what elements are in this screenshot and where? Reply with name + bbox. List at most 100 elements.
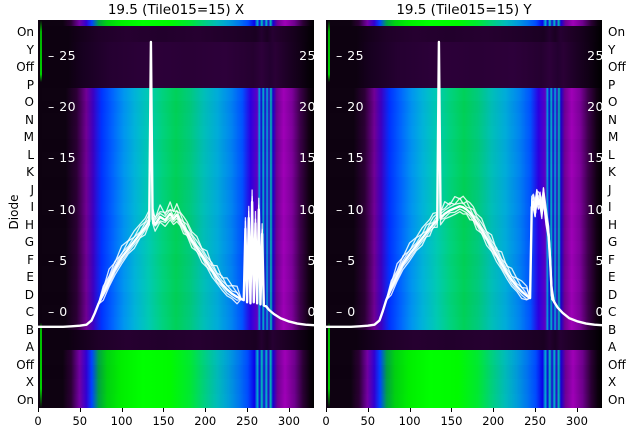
- inner-y-tick-label: – 25: [48, 48, 77, 63]
- x-tick-mark: [493, 408, 495, 412]
- inner-y-tick-label: 0: [307, 304, 314, 319]
- category-tick-label: M: [23, 130, 34, 145]
- inner-y-tick-label: – 0: [48, 304, 68, 319]
- category-tick-label: On: [16, 25, 34, 39]
- x-tick-label: 300: [277, 414, 300, 428]
- trace-line: [38, 42, 314, 327]
- inner-y-tick-label: – 25: [336, 48, 365, 63]
- heatmap-band: [326, 26, 602, 42]
- category-tick-label: B: [25, 322, 34, 337]
- category-tick-label: I: [608, 200, 612, 215]
- x-tick-mark: [535, 408, 537, 412]
- inner-y-tick-label: – 5: [336, 252, 356, 268]
- heatmap-row: [326, 88, 602, 101]
- category-tick-label: H: [24, 217, 34, 232]
- heatmap-band: [326, 42, 602, 88]
- trace-line: [38, 42, 314, 327]
- heatmap-row: [38, 164, 314, 178]
- category-tick-label: H: [608, 217, 618, 232]
- category-tick-label: D: [608, 287, 618, 302]
- x-tick-label: 200: [194, 414, 217, 428]
- category-tick-label: Y: [26, 42, 34, 57]
- category-tick-label: P: [608, 77, 616, 92]
- category-tick-label: A: [608, 340, 617, 355]
- x-axis-left: 0 50 100 150 200 250 300: [34, 408, 314, 440]
- x-tick-label: 50: [72, 414, 88, 428]
- category-tick-label: N: [25, 112, 34, 127]
- inner-y-tick-label: 10: [587, 201, 602, 217]
- category-tick-label: X: [25, 375, 34, 390]
- inner-y-tick-label: – 10: [48, 201, 77, 217]
- left-edge-stripe: [40, 20, 42, 408]
- x-tick-label: 0: [322, 414, 330, 428]
- category-tick-label: K: [26, 165, 34, 180]
- category-tick-label: Off: [16, 357, 34, 372]
- heatmap-row: [326, 393, 602, 408]
- left-edge-stripe: [328, 20, 330, 408]
- heatmap-row: [326, 20, 602, 26]
- x-tick-label: 150: [152, 414, 175, 428]
- heatmap-panel-x[interactable]: – 25 25 – 20 20 – 15 15 – 10 10 – 5 5 – 0 0: [38, 20, 314, 408]
- heatmap-row: [326, 350, 602, 365]
- trace-line: [38, 42, 314, 327]
- category-tick-label: L: [27, 147, 34, 162]
- inner-y-tick-label: 20: [587, 99, 602, 115]
- category-tick-label: M: [608, 130, 619, 145]
- heatmap-panel-y[interactable]: – 25 25 – 20 20 – 15 15 – 10 10 – 5 5 – 0 0: [326, 20, 602, 408]
- inner-y-tick-label: – 0: [336, 304, 356, 319]
- category-tick-label: Off: [608, 357, 626, 372]
- heatmap-row: [38, 88, 314, 101]
- category-tick-label: D: [24, 287, 34, 302]
- category-tick-label: P: [26, 77, 34, 92]
- category-tick-label: J: [608, 182, 612, 197]
- x-tick-label: 150: [440, 414, 463, 428]
- panel-title-x: 19.5 (Tile015=15) X: [107, 2, 245, 18]
- x-axis-right: 0 50 100 150 200 250 300: [322, 408, 602, 440]
- category-tick-label: L: [608, 147, 615, 162]
- x-tick-mark: [121, 408, 123, 412]
- x-tick-mark: [38, 408, 39, 412]
- inner-y-tick-label: – 20: [48, 99, 77, 115]
- x-tick-mark: [367, 408, 369, 412]
- inner-y-tick-label: 25: [299, 48, 314, 63]
- inner-y-tick-label: – 5: [48, 252, 68, 268]
- x-tick-mark: [247, 408, 249, 412]
- x-tick-label: 50: [360, 414, 376, 428]
- heatmap-row: [38, 126, 314, 139]
- inner-y-tick-label: 5: [307, 252, 314, 268]
- inner-y-tick-label: 10: [299, 201, 314, 217]
- x-tick-mark: [205, 408, 207, 412]
- heatmap-row: [326, 164, 602, 178]
- inner-y-tick-label: 15: [587, 150, 602, 166]
- category-tick-label: N: [608, 112, 617, 127]
- category-tick-label: E: [26, 270, 34, 285]
- category-tick-label: F: [608, 252, 615, 267]
- category-tick-label: E: [608, 270, 616, 285]
- category-tick-label: O: [24, 95, 34, 110]
- inner-y-tick-label: 20: [299, 99, 314, 115]
- x-tick-label: 200: [482, 414, 505, 428]
- category-tick-label: On: [16, 393, 34, 407]
- category-tick-label: C: [608, 305, 617, 320]
- category-tick-label: On: [608, 25, 626, 39]
- inner-y-tick-label: 5: [595, 252, 602, 268]
- trace-overlay-x: [38, 20, 314, 408]
- inner-y-tick-label: – 15: [336, 150, 365, 166]
- heatmap-row: [38, 202, 314, 216]
- trace-line: [326, 42, 602, 327]
- category-tick-label: G: [608, 235, 618, 250]
- inner-y-tick-label: – 20: [336, 99, 365, 115]
- category-tick-label: O: [608, 95, 618, 110]
- x-tick-label: 100: [398, 414, 421, 428]
- x-tick-label: 250: [524, 414, 547, 428]
- category-tick-label: Off: [608, 60, 626, 75]
- x-tick-label: 0: [34, 414, 42, 428]
- trace-line: [326, 42, 602, 327]
- inner-y-tick-label: – 15: [48, 150, 77, 166]
- heatmap-row: [38, 20, 314, 26]
- right-category-axis: On Y Off P O N M L K J I H G F E D C B A Off X On: [604, 20, 638, 408]
- heatmap-image-y: [326, 20, 602, 408]
- category-tick-label: X: [608, 375, 617, 390]
- trace-line: [38, 42, 314, 327]
- heatmap-row: [38, 393, 314, 408]
